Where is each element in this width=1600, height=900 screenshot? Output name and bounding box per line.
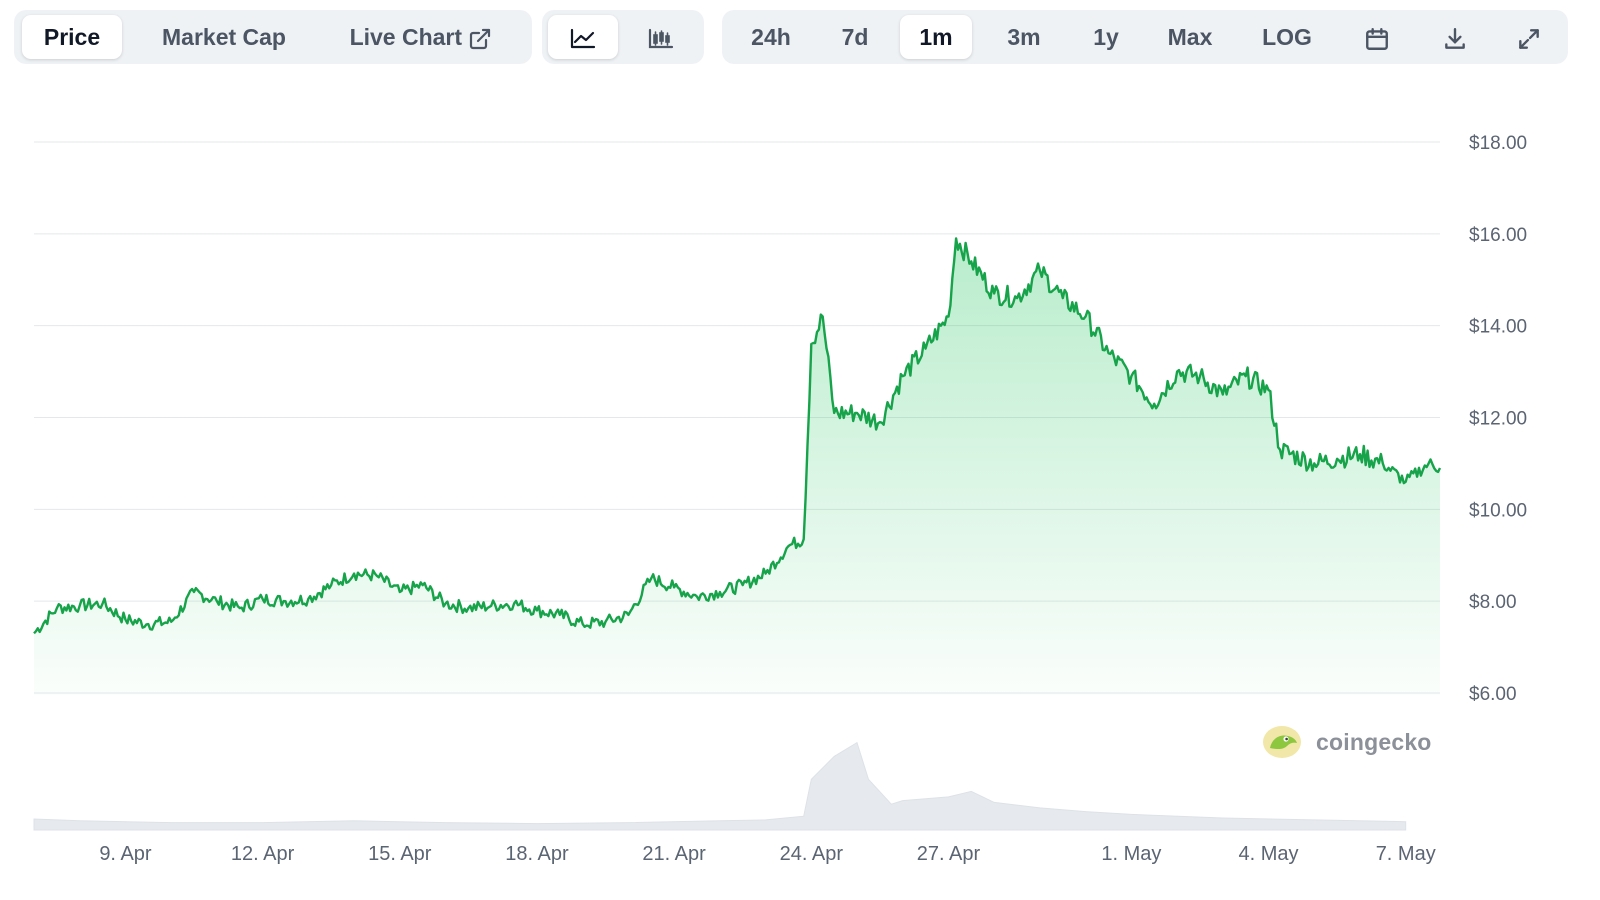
- download-icon: [1445, 27, 1465, 49]
- y-tick-label: $14.00: [1469, 317, 1527, 338]
- x-tick-label: 21. Apr: [642, 843, 706, 865]
- price-line: [33, 237, 1442, 635]
- x-tick-label: 24. Apr: [780, 843, 844, 865]
- range-3m[interactable]: 3m: [1007, 24, 1041, 50]
- tab-price[interactable]: Price: [22, 15, 122, 59]
- x-tick-label: 15. Apr: [368, 843, 432, 865]
- coingecko-watermark: coingecko: [1262, 722, 1432, 762]
- price-chart[interactable]: $6.00 $8.00 $10.00 $12.00 $14.00 $16.00 $18.00…: [0, 90, 1600, 900]
- x-tick-label: 27. Apr: [917, 843, 981, 865]
- range-1m[interactable]: 1m: [900, 15, 972, 59]
- y-tick-label: $18.00: [1469, 133, 1527, 154]
- x-tick-label: 4. May: [1239, 843, 1299, 865]
- chart-toolbar: Price Market Cap Live Chart 24h 7d 1m 3m…: [14, 10, 1586, 64]
- y-tick-label: $16.00: [1469, 225, 1527, 246]
- expand-icon: [1519, 29, 1539, 49]
- calendar-icon: [1366, 27, 1388, 50]
- y-tick-label: $6.00: [1469, 684, 1517, 705]
- tab-live-chart-label: Live Chart: [349, 24, 463, 50]
- volume-area: [33, 741, 1407, 831]
- time-range-group: 24h 7d 1m 3m 1y Max LOG: [722, 10, 1568, 64]
- x-tick-label: 12. Apr: [231, 843, 295, 865]
- fullscreen-button[interactable]: [1496, 15, 1562, 59]
- tab-live-chart[interactable]: Live Chart: [326, 15, 516, 59]
- watermark-text: coingecko: [1316, 728, 1432, 755]
- log-scale-toggle[interactable]: LOG: [1262, 24, 1312, 50]
- download-button[interactable]: [1420, 15, 1490, 59]
- chart-type-group: [542, 10, 704, 64]
- price-area: [34, 238, 1440, 695]
- y-tick-label: $12.00: [1469, 409, 1527, 430]
- line-chart-icon: [570, 28, 596, 49]
- range-max[interactable]: Max: [1167, 24, 1213, 50]
- price-chart-svg: $6.00 $8.00 $10.00 $12.00 $14.00 $16.00 $18.00…: [33, 133, 1527, 865]
- x-tick-label: 9. Apr: [99, 843, 152, 865]
- gecko-logo-icon: [1263, 726, 1301, 758]
- candlestick-chart-icon: [648, 28, 674, 49]
- line-chart-button[interactable]: [548, 15, 618, 59]
- range-1y[interactable]: 1y: [1093, 24, 1119, 50]
- x-tick-label: 1. May: [1101, 843, 1161, 865]
- external-link-icon: [470, 28, 491, 50]
- x-tick-label: 7. May: [1376, 843, 1436, 865]
- view-tab-group: Price Market Cap Live Chart: [14, 10, 532, 64]
- candlestick-chart-button[interactable]: [626, 15, 696, 59]
- range-24h[interactable]: 24h: [751, 24, 791, 50]
- range-7d[interactable]: 7d: [841, 24, 869, 50]
- calendar-button[interactable]: [1342, 15, 1412, 59]
- x-tick-label: 18. Apr: [505, 843, 569, 865]
- y-tick-label: $10.00: [1469, 500, 1527, 521]
- tab-market-cap[interactable]: Market Cap: [162, 24, 286, 50]
- y-tick-label: $8.00: [1469, 592, 1517, 613]
